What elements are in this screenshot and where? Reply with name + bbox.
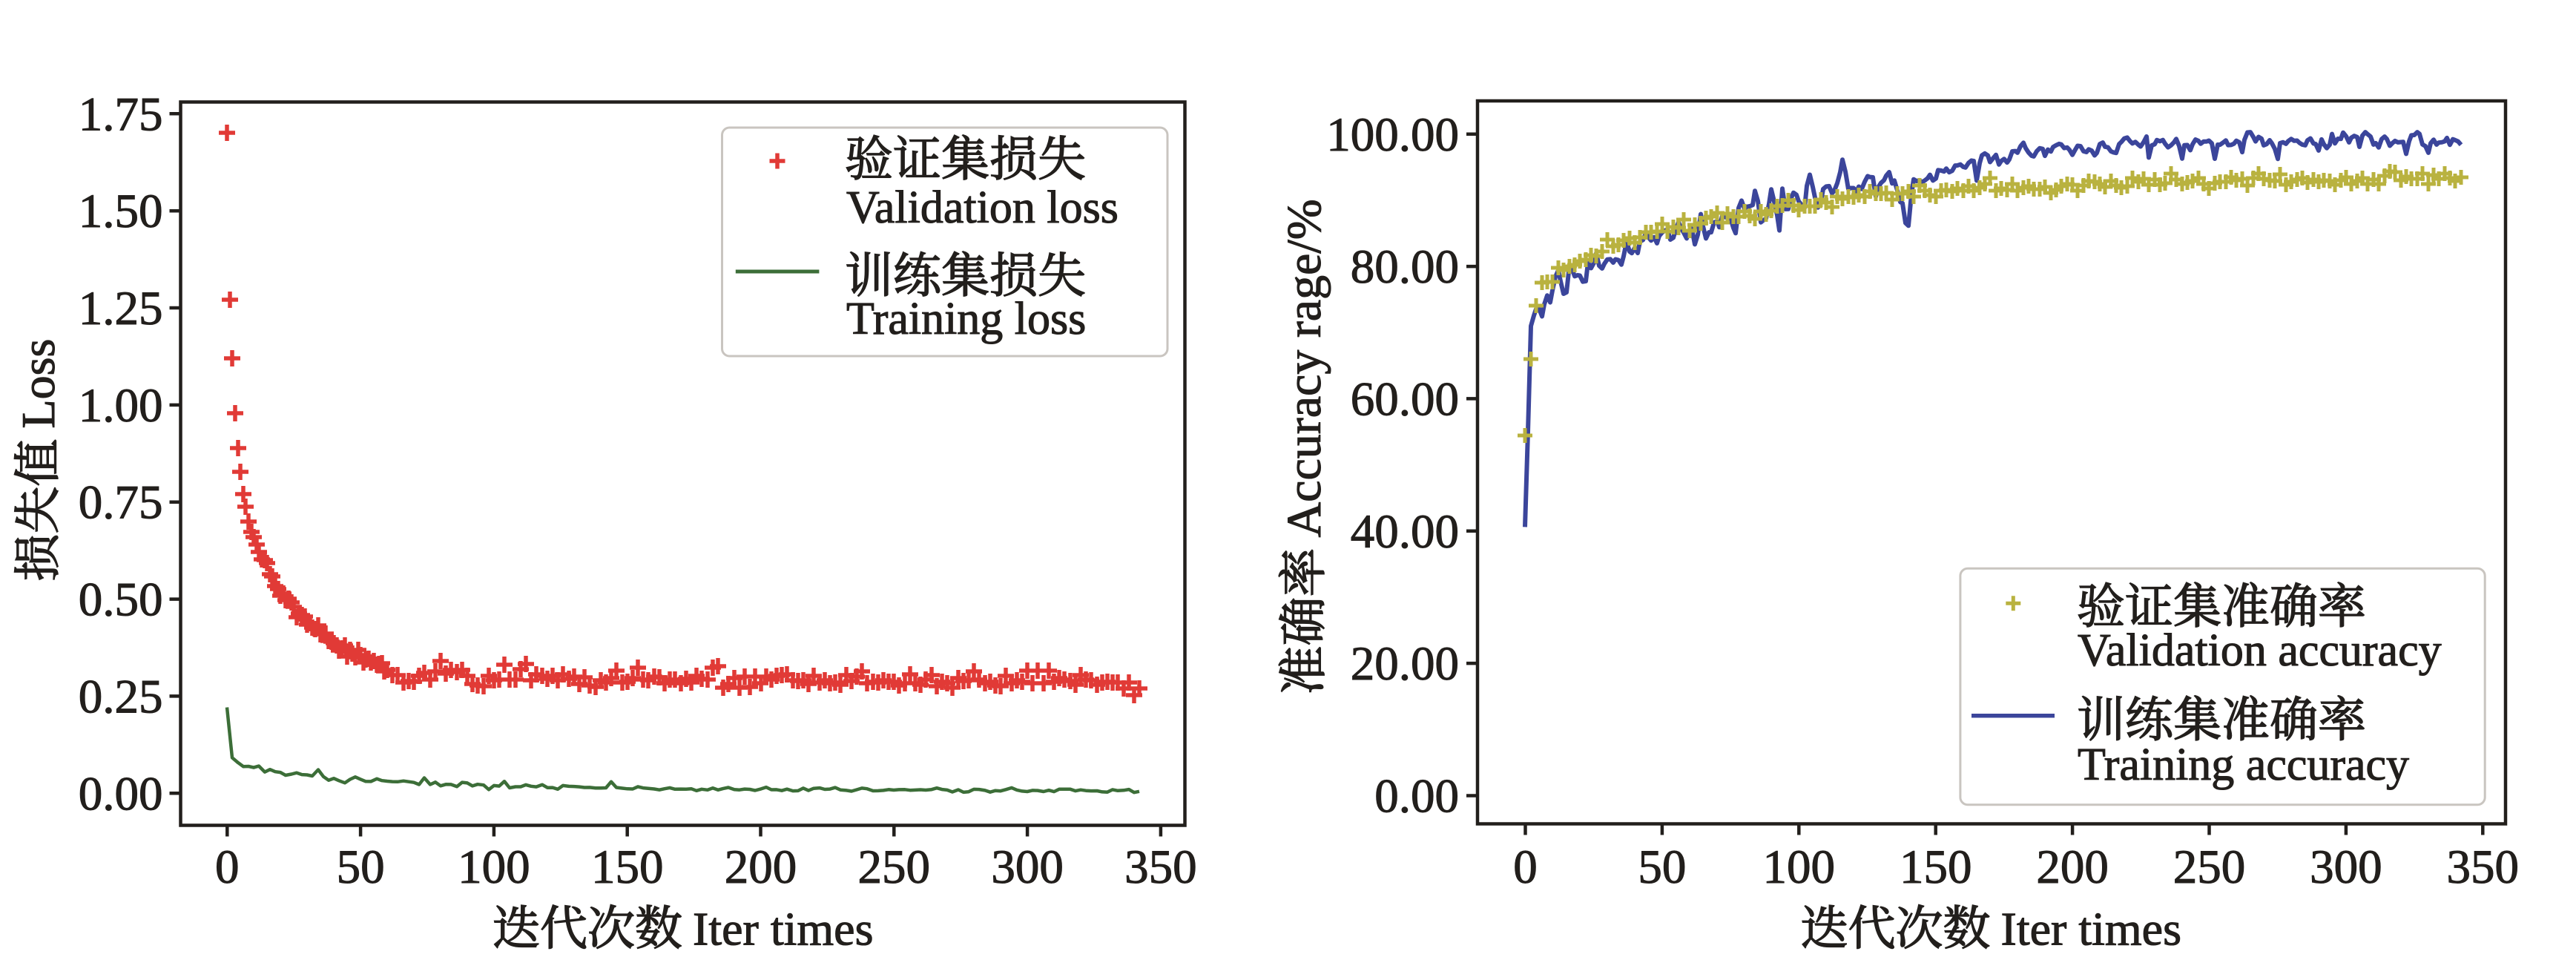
- svg-text:Validation accuracy: Validation accuracy: [2078, 625, 2442, 676]
- svg-text:Training loss: Training loss: [846, 294, 1086, 344]
- svg-text:350: 350: [2447, 841, 2520, 894]
- svg-text:0.75: 0.75: [79, 476, 163, 530]
- svg-text:150: 150: [1900, 841, 1972, 894]
- svg-text:100: 100: [1763, 841, 1836, 894]
- svg-text:Loss: Loss: [12, 339, 65, 429]
- svg-text:Validation loss: Validation loss: [846, 182, 1119, 233]
- svg-text:200: 200: [725, 841, 797, 894]
- svg-text:200: 200: [2036, 841, 2109, 894]
- svg-text:150: 150: [591, 841, 664, 894]
- svg-text:Iter times: Iter times: [693, 903, 873, 956]
- svg-text:100.00: 100.00: [1326, 108, 1459, 162]
- svg-text:250: 250: [858, 841, 931, 894]
- svg-text:0.50: 0.50: [79, 573, 163, 627]
- svg-text:300: 300: [2310, 841, 2382, 894]
- svg-text:60.00: 60.00: [1351, 372, 1459, 426]
- svg-text:350: 350: [1124, 841, 1197, 894]
- svg-text:100: 100: [458, 841, 530, 894]
- svg-text:0: 0: [215, 841, 240, 894]
- svg-text:50: 50: [1638, 841, 1686, 894]
- svg-text:Iter times: Iter times: [2001, 903, 2181, 956]
- svg-text:40.00: 40.00: [1351, 505, 1459, 559]
- svg-text:0.00: 0.00: [79, 767, 163, 820]
- svg-text:0.00: 0.00: [1374, 770, 1459, 823]
- svg-text:1.00: 1.00: [79, 379, 163, 433]
- svg-text:80.00: 80.00: [1351, 240, 1459, 294]
- svg-text:0: 0: [1513, 841, 1538, 894]
- svg-text:Accuracy rage/%: Accuracy rage/%: [1277, 199, 1331, 537]
- svg-text:300: 300: [991, 841, 1064, 894]
- svg-text:Training accuracy: Training accuracy: [2078, 740, 2409, 790]
- svg-text:1.50: 1.50: [79, 185, 163, 238]
- svg-text:1.75: 1.75: [79, 88, 163, 141]
- svg-text:250: 250: [2173, 841, 2246, 894]
- svg-text:0.25: 0.25: [79, 670, 163, 723]
- svg-text:20.00: 20.00: [1351, 637, 1459, 691]
- svg-text:50: 50: [337, 841, 385, 894]
- svg-text:1.25: 1.25: [79, 282, 163, 335]
